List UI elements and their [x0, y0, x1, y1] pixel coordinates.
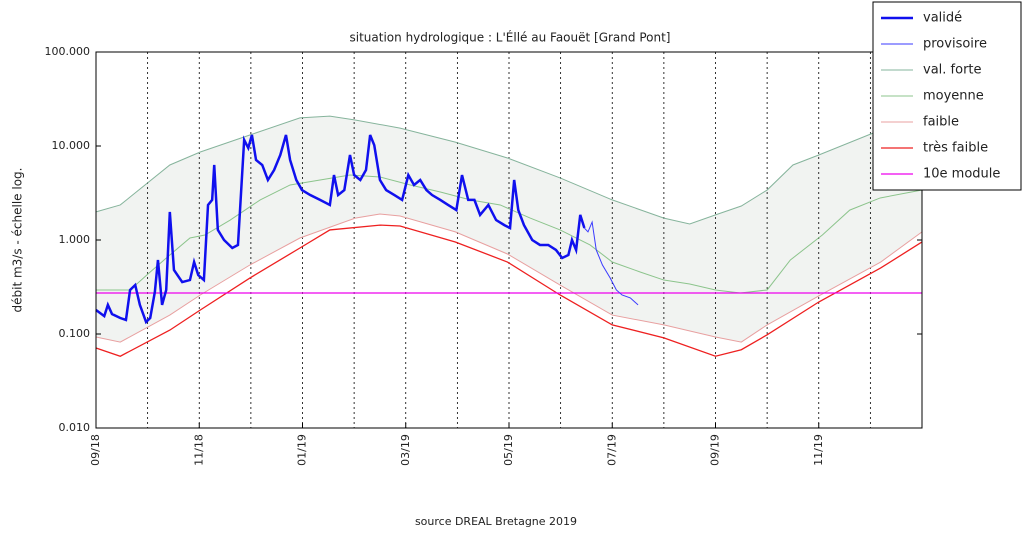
- y-tick-label: 0.010: [59, 421, 91, 434]
- legend-box: [872, 1, 1022, 191]
- series-line: [96, 174, 923, 294]
- series-line: [95, 213, 923, 343]
- x-tick-label: 07/19: [605, 434, 618, 466]
- x-tick-label: 03/19: [399, 434, 412, 466]
- y-axis-label: débit m3/s - échelle log.: [11, 168, 25, 313]
- legend-label: validé: [923, 11, 962, 26]
- x-tick-label: 05/19: [502, 434, 515, 466]
- source-note: source DREAL Bretagne 2019: [415, 515, 577, 528]
- series-line: [584, 220, 639, 306]
- legend-label: 10e module: [923, 167, 1000, 182]
- series-line: [95, 134, 586, 325]
- x-tick-label: 11/18: [192, 434, 205, 466]
- series-line: [95, 115, 923, 225]
- x-tick-label: 09/18: [89, 434, 102, 466]
- y-tick-label: 0.100: [59, 327, 91, 340]
- legend-label: provisoire: [923, 37, 987, 52]
- x-tick-label: 01/19: [296, 434, 309, 466]
- legend-label: très faible: [923, 141, 988, 156]
- x-tick-label: 11/19: [812, 434, 825, 466]
- y-tick-label: 1.000: [59, 233, 91, 246]
- y-tick-label: 100.000: [45, 45, 91, 58]
- x-tick-label: 09/19: [709, 434, 722, 466]
- plot-frame: [95, 51, 923, 429]
- series-line: [95, 224, 923, 357]
- chart-title: situation hydrologique : L'Éllé au Faouë…: [350, 30, 671, 45]
- legend-label: faible: [923, 115, 959, 130]
- legend-label: val. forte: [923, 63, 982, 78]
- y-tick-label: 10.000: [52, 139, 91, 152]
- legend-label: moyenne: [923, 89, 984, 104]
